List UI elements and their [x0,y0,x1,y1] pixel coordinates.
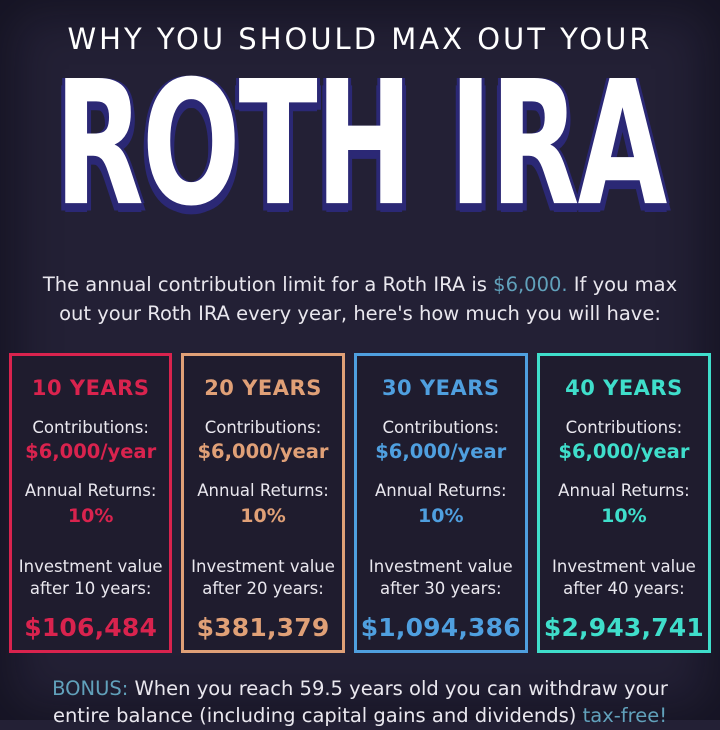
contributions-label: Contributions: [32,417,149,437]
main-title: ROTH IRA [0,59,720,246]
investment-value-label: Investment value after 40 years: [552,556,696,602]
investment-value-label-line1: Investment value [368,556,513,576]
projection-card-30-years: 30 YEARS Contributions: $6,000/year Annu… [353,352,528,653]
returns-label: Annual Returns: [24,480,157,500]
card-period-label: 10 YEARS [31,375,150,400]
projection-card-20-years: 20 YEARS Contributions: $6,000/year Annu… [181,352,345,653]
projection-card-10-years: 10 YEARS Contributions: $6,000/year Annu… [9,352,173,653]
returns-label: Annual Returns: [197,480,329,500]
investment-value-label-line2: after 40 years: [563,579,685,599]
investment-value-label: Investment value after 20 years: [191,556,335,602]
returns-label: Annual Returns: [375,480,507,500]
eyebrow-title: WHY YOU SHOULD MAX OUT YOUR [67,22,653,56]
investment-final-value: $106,484 [24,613,158,643]
intro-text-post: If you max out your Roth IRA every year,… [59,273,678,326]
bonus-note: BONUS: When you reach 59.5 years old you… [30,675,690,730]
contributions-value: $6,000/year [197,439,329,463]
projection-cards: 10 YEARS Contributions: $6,000/year Annu… [0,352,720,653]
investment-final-value: $381,379 [196,613,330,643]
returns-value: 10% [601,504,647,527]
card-period-label: 20 YEARS [204,375,322,400]
investment-value-label-line1: Investment value [18,556,163,576]
returns-value: 10% [418,504,464,527]
investment-value-label: Investment value after 10 years: [19,556,163,602]
card-period-label: 40 YEARS [565,375,683,400]
intro-text: The annual contribution limit for a Roth… [36,270,684,329]
investment-value-label: Investment value after 30 years: [369,556,513,602]
investment-value-label-line1: Investment value [191,556,335,576]
investment-value-label-line1: Investment value [552,556,696,576]
main-title-text: ROTH IRA [54,44,668,245]
contributions-value: $6,000/year [375,439,507,463]
card-period-label: 30 YEARS [381,375,500,400]
contributions-label: Contributions: [204,417,322,437]
intro-text-pre: The annual contribution limit for a Roth… [42,273,494,296]
investment-value-label-line2: after 10 years: [29,579,152,599]
returns-label: Annual Returns: [558,480,690,500]
investment-final-value: $1,094,386 [360,613,521,643]
investment-value-label-line2: after 30 years: [380,579,502,599]
returns-value: 10% [240,504,286,527]
intro-highlight-amount: $6,000. [493,273,568,296]
bonus-highlight: tax-free! [582,704,668,728]
contributions-label: Contributions: [565,417,683,437]
returns-value: 10% [67,504,114,527]
bonus-label: BONUS: [52,676,129,700]
investment-value-label-line2: after 20 years: [202,579,324,599]
projection-card-40-years: 40 YEARS Contributions: $6,000/year Annu… [536,352,711,653]
contributions-value: $6,000/year [558,439,690,463]
contributions-value: $6,000/year [25,439,157,463]
contributions-label: Contributions: [382,417,500,437]
investment-final-value: $2,943,741 [543,613,704,643]
